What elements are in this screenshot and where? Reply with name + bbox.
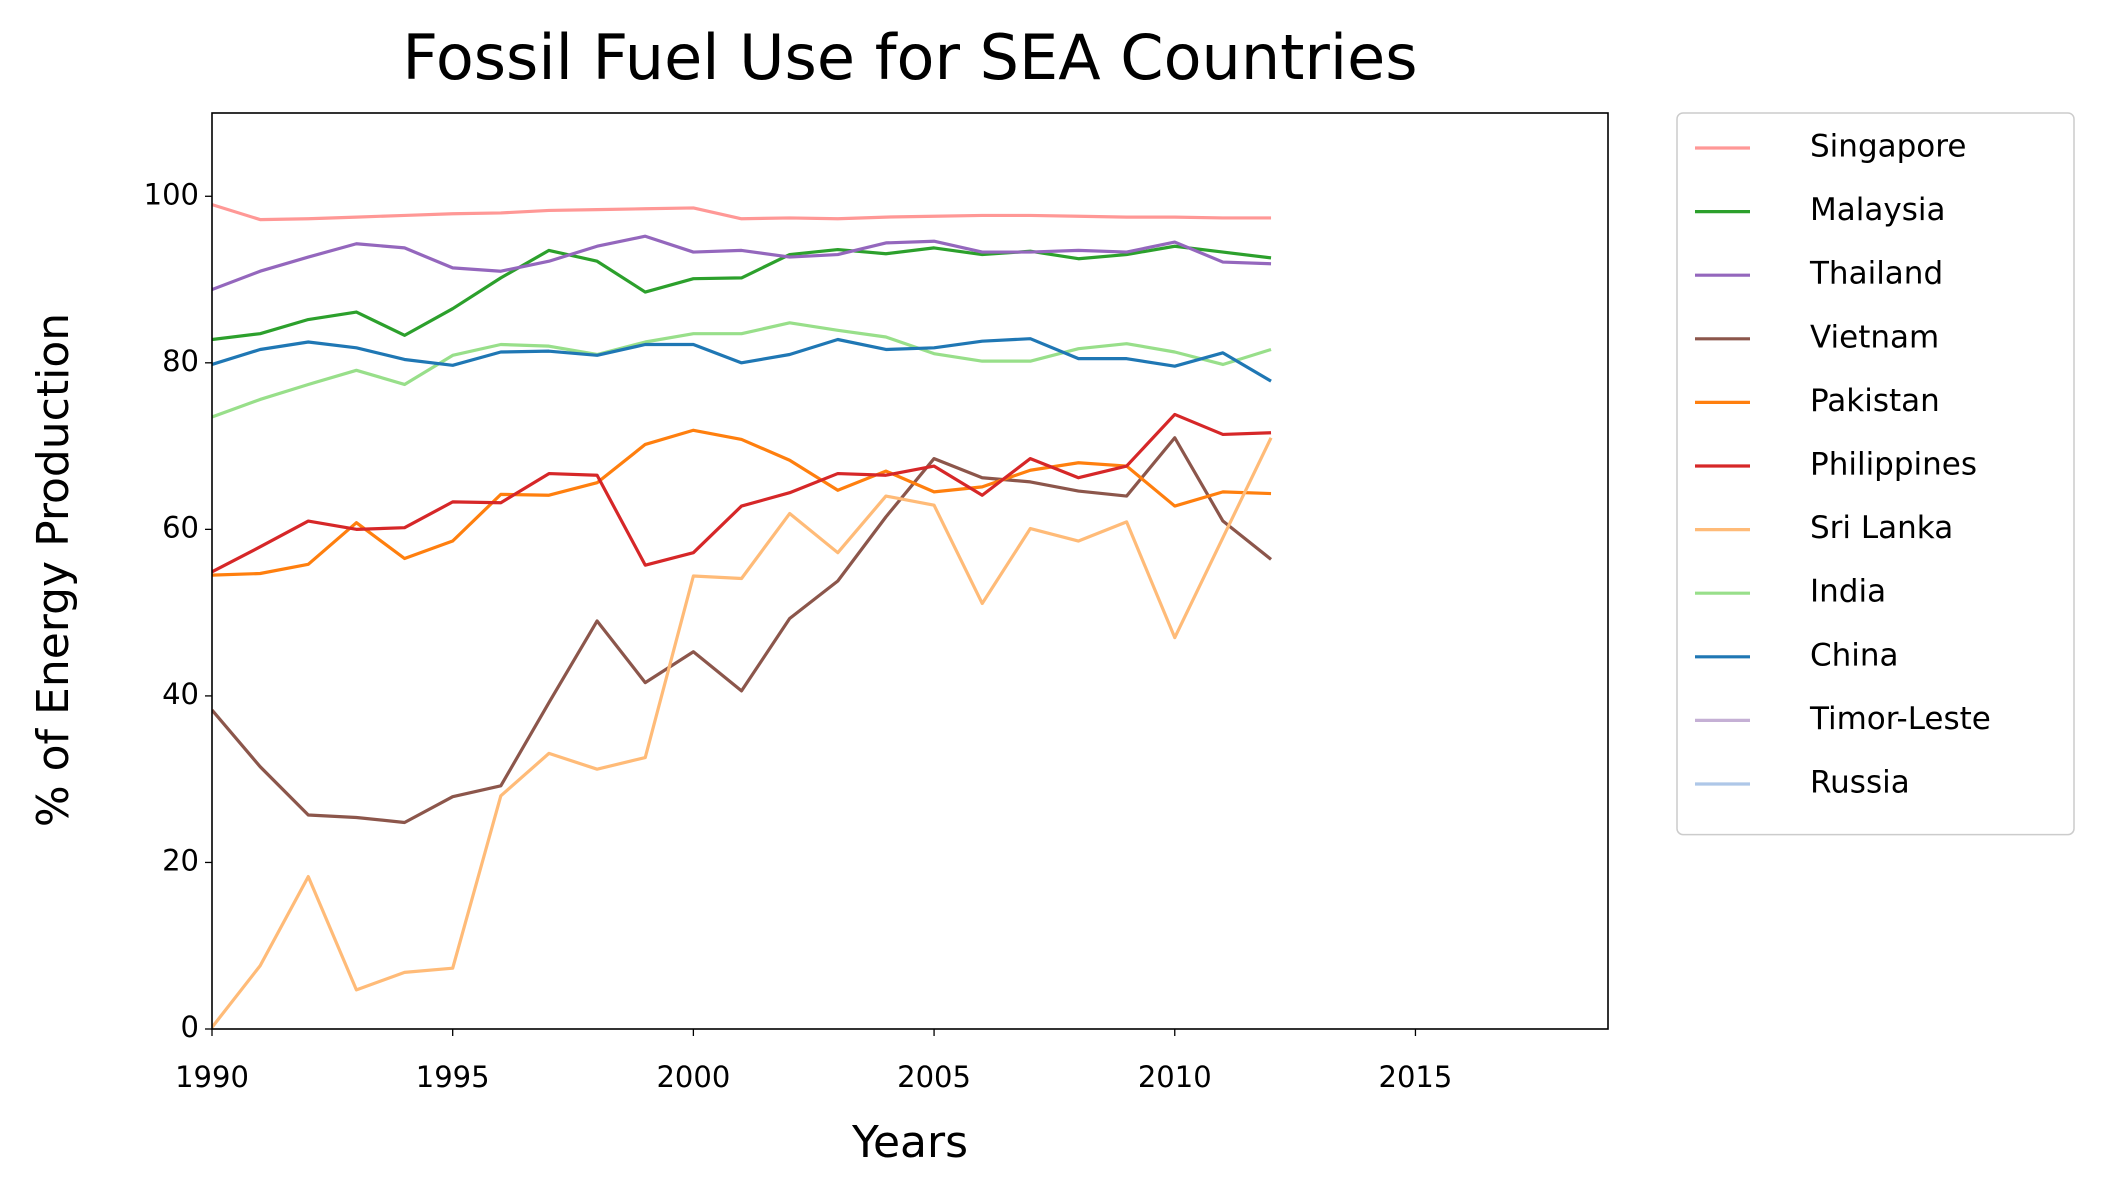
legend-label: Philippines (1810, 447, 1977, 483)
x-tick-label: 2015 (1379, 1060, 1453, 1094)
series-line (212, 412, 1272, 574)
legend-label: Vietnam (1810, 319, 1939, 355)
chart-title: Fossil Fuel Use for SEA Countries (402, 21, 1417, 94)
y-tick-label: 0 (181, 1010, 199, 1044)
legend-label: Sri Lanka (1810, 510, 1953, 546)
legend-label: India (1810, 574, 1886, 610)
series-line (212, 337, 1272, 383)
series-line (212, 436, 1273, 825)
legend-label: Timor-Leste (1809, 701, 1991, 737)
x-tick-label: 1995 (416, 1060, 490, 1094)
x-axis-label: Years (851, 1117, 968, 1168)
x-tick-label: 2010 (1138, 1060, 1212, 1094)
series-line (212, 234, 1272, 292)
legend-box (1676, 112, 2075, 836)
x-tick-label: 2005 (897, 1060, 971, 1094)
y-axis-label: % of Energy Production (28, 313, 79, 827)
legend-label: Singapore (1810, 129, 1966, 165)
y-tick-label: 100 (144, 177, 199, 211)
y-tick-label: 20 (162, 843, 199, 877)
series-line (212, 321, 1272, 419)
series-line (212, 244, 1272, 342)
plot-frame (211, 112, 1609, 1030)
y-tick-label: 80 (162, 344, 199, 378)
legend-label: China (1810, 637, 1899, 673)
x-tick-label: 1990 (175, 1060, 249, 1094)
series-line (212, 203, 1272, 222)
legend-label: Russia (1810, 765, 1910, 801)
y-tick-label: 40 (162, 677, 199, 711)
legend-label: Thailand (1809, 256, 1943, 292)
legend-label: Malaysia (1810, 192, 1945, 228)
series-line (212, 428, 1272, 577)
series-line (212, 437, 1273, 1029)
y-tick-label: 60 (162, 510, 199, 544)
x-tick-label: 2000 (656, 1060, 730, 1094)
legend-label: Pakistan (1810, 383, 1940, 419)
